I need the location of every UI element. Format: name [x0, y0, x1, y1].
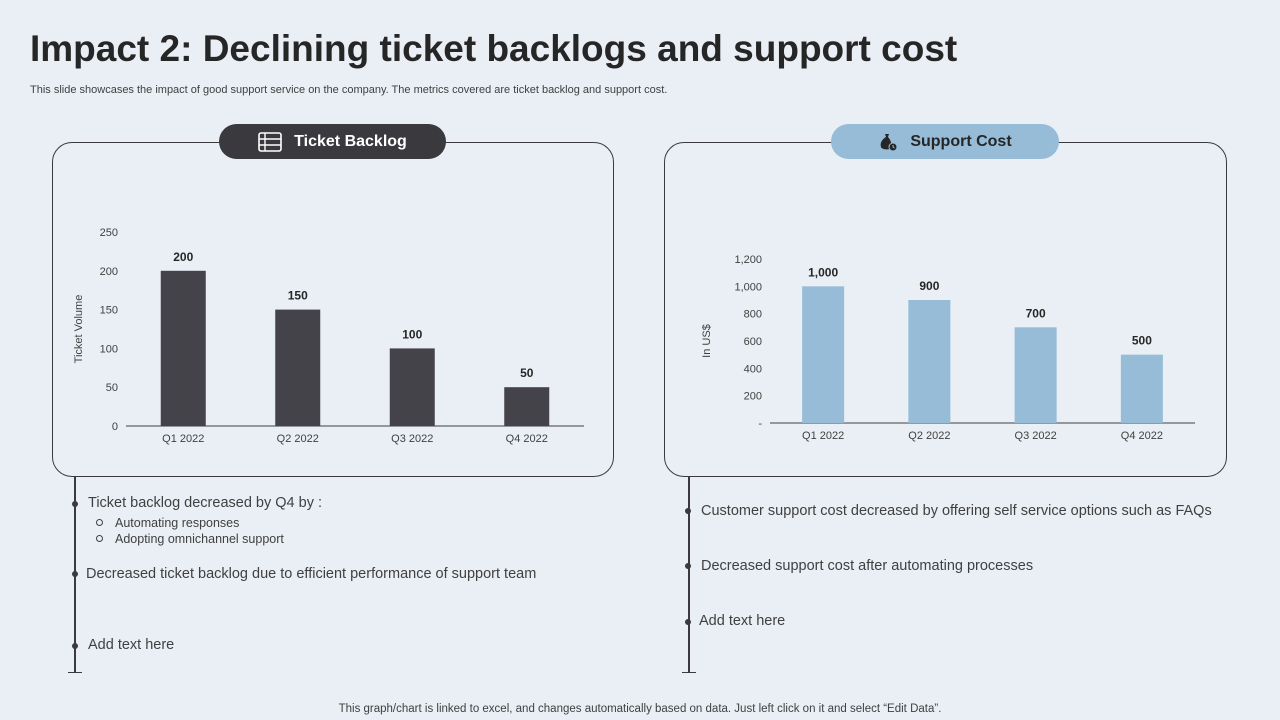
bar	[802, 286, 845, 423]
left-bullet-3: Add text here	[88, 637, 175, 653]
x-tick-label: Q2 2022	[908, 430, 950, 442]
data-label: 150	[288, 289, 308, 303]
y-tick-label: 1,200	[734, 254, 762, 266]
bar	[1014, 327, 1057, 423]
y-tick-label: 200	[100, 266, 118, 278]
x-tick-label: Q1 2022	[162, 433, 204, 445]
left-bullet-2: Decreased ticket backlog due to efficien…	[86, 566, 537, 582]
bullet-dot	[72, 643, 78, 649]
x-tick-label: Q3 2022	[391, 433, 433, 445]
left-bullet-1: Ticket backlog decreased by Q4 by :	[88, 495, 322, 511]
footer-note: This graph/chart is linked to excel, and…	[338, 703, 942, 715]
data-label: 100	[402, 327, 422, 341]
data-label: 200	[173, 250, 193, 264]
bar	[1120, 354, 1163, 423]
support-cost-label: Support Cost	[910, 132, 1012, 150]
y-axis-label: In US$	[701, 324, 713, 358]
bar	[275, 309, 321, 426]
bullet-dot	[685, 619, 691, 625]
data-label: 50	[520, 366, 534, 380]
x-tick-label: Q3 2022	[1015, 430, 1057, 442]
bar	[504, 387, 550, 426]
y-axis-label: Ticket Volume	[73, 295, 85, 364]
right-timeline	[688, 477, 690, 673]
x-tick-label: Q1 2022	[802, 430, 844, 442]
support-cost-header: Support Cost	[831, 124, 1059, 159]
list-icon	[258, 131, 282, 152]
left-timeline-cap	[68, 672, 82, 673]
y-tick-label: 600	[744, 336, 762, 348]
x-tick-label: Q4 2022	[506, 433, 548, 445]
y-tick-label: -	[758, 418, 762, 430]
left-sub-bullet-1-text: Automating responses	[115, 516, 240, 530]
y-tick-label: 150	[100, 305, 118, 317]
left-sub-bullet-1: Automating responses	[96, 516, 239, 530]
sub-bullet-circle	[96, 535, 103, 543]
bullet-dot	[72, 501, 78, 507]
data-label: 700	[1026, 306, 1046, 320]
ticket-backlog-chart: 0 50 100 150 200 250 Ticket Volume 200 Q1 2022 15…	[73, 227, 584, 445]
left-sub-bullet-2-text: Adopting omnichannel support	[115, 532, 284, 546]
left-sub-bullet-2: Adopting omnichannel support	[96, 532, 284, 546]
bullet-dot	[685, 563, 691, 569]
bullet-dot	[72, 571, 78, 577]
bar	[160, 270, 206, 426]
right-bullet-3: Add text here	[699, 613, 786, 629]
y-tick-label: 800	[744, 309, 762, 321]
page-subtitle: This slide showcases the impact of good …	[30, 84, 668, 96]
y-tick-label: 200	[744, 391, 762, 403]
page-title: Impact 2: Declining ticket backlogs and …	[30, 28, 958, 69]
data-label: 500	[1132, 334, 1152, 348]
money-bag-icon	[878, 132, 898, 152]
x-tick-label: Q2 2022	[277, 433, 319, 445]
data-label: 900	[919, 279, 939, 293]
y-tick-label: 250	[100, 227, 118, 239]
bar	[389, 348, 435, 426]
right-timeline-cap	[682, 672, 696, 673]
ticket-backlog-label: Ticket Backlog	[294, 132, 407, 150]
ticket-backlog-header: Ticket Backlog	[219, 124, 446, 159]
sub-bullet-circle	[96, 519, 103, 527]
y-tick-label: 1,000	[734, 281, 762, 293]
data-label: 1,000	[808, 265, 838, 279]
y-tick-label: 400	[744, 363, 762, 375]
bar	[908, 300, 951, 423]
x-tick-label: Q4 2022	[1121, 430, 1163, 442]
y-tick-label: 100	[100, 343, 118, 355]
support-cost-chart: - 200 400 600 800 1,000 1,200 In US$ 1,000 Q1 202…	[701, 254, 1195, 442]
y-tick-label: 50	[106, 382, 118, 394]
right-bullet-1: Customer support cost decreased by offer…	[701, 503, 1212, 519]
y-tick-label: 0	[112, 421, 118, 433]
right-bullet-2: Decreased support cost after automating …	[701, 558, 1034, 574]
bullet-dot	[685, 508, 691, 514]
